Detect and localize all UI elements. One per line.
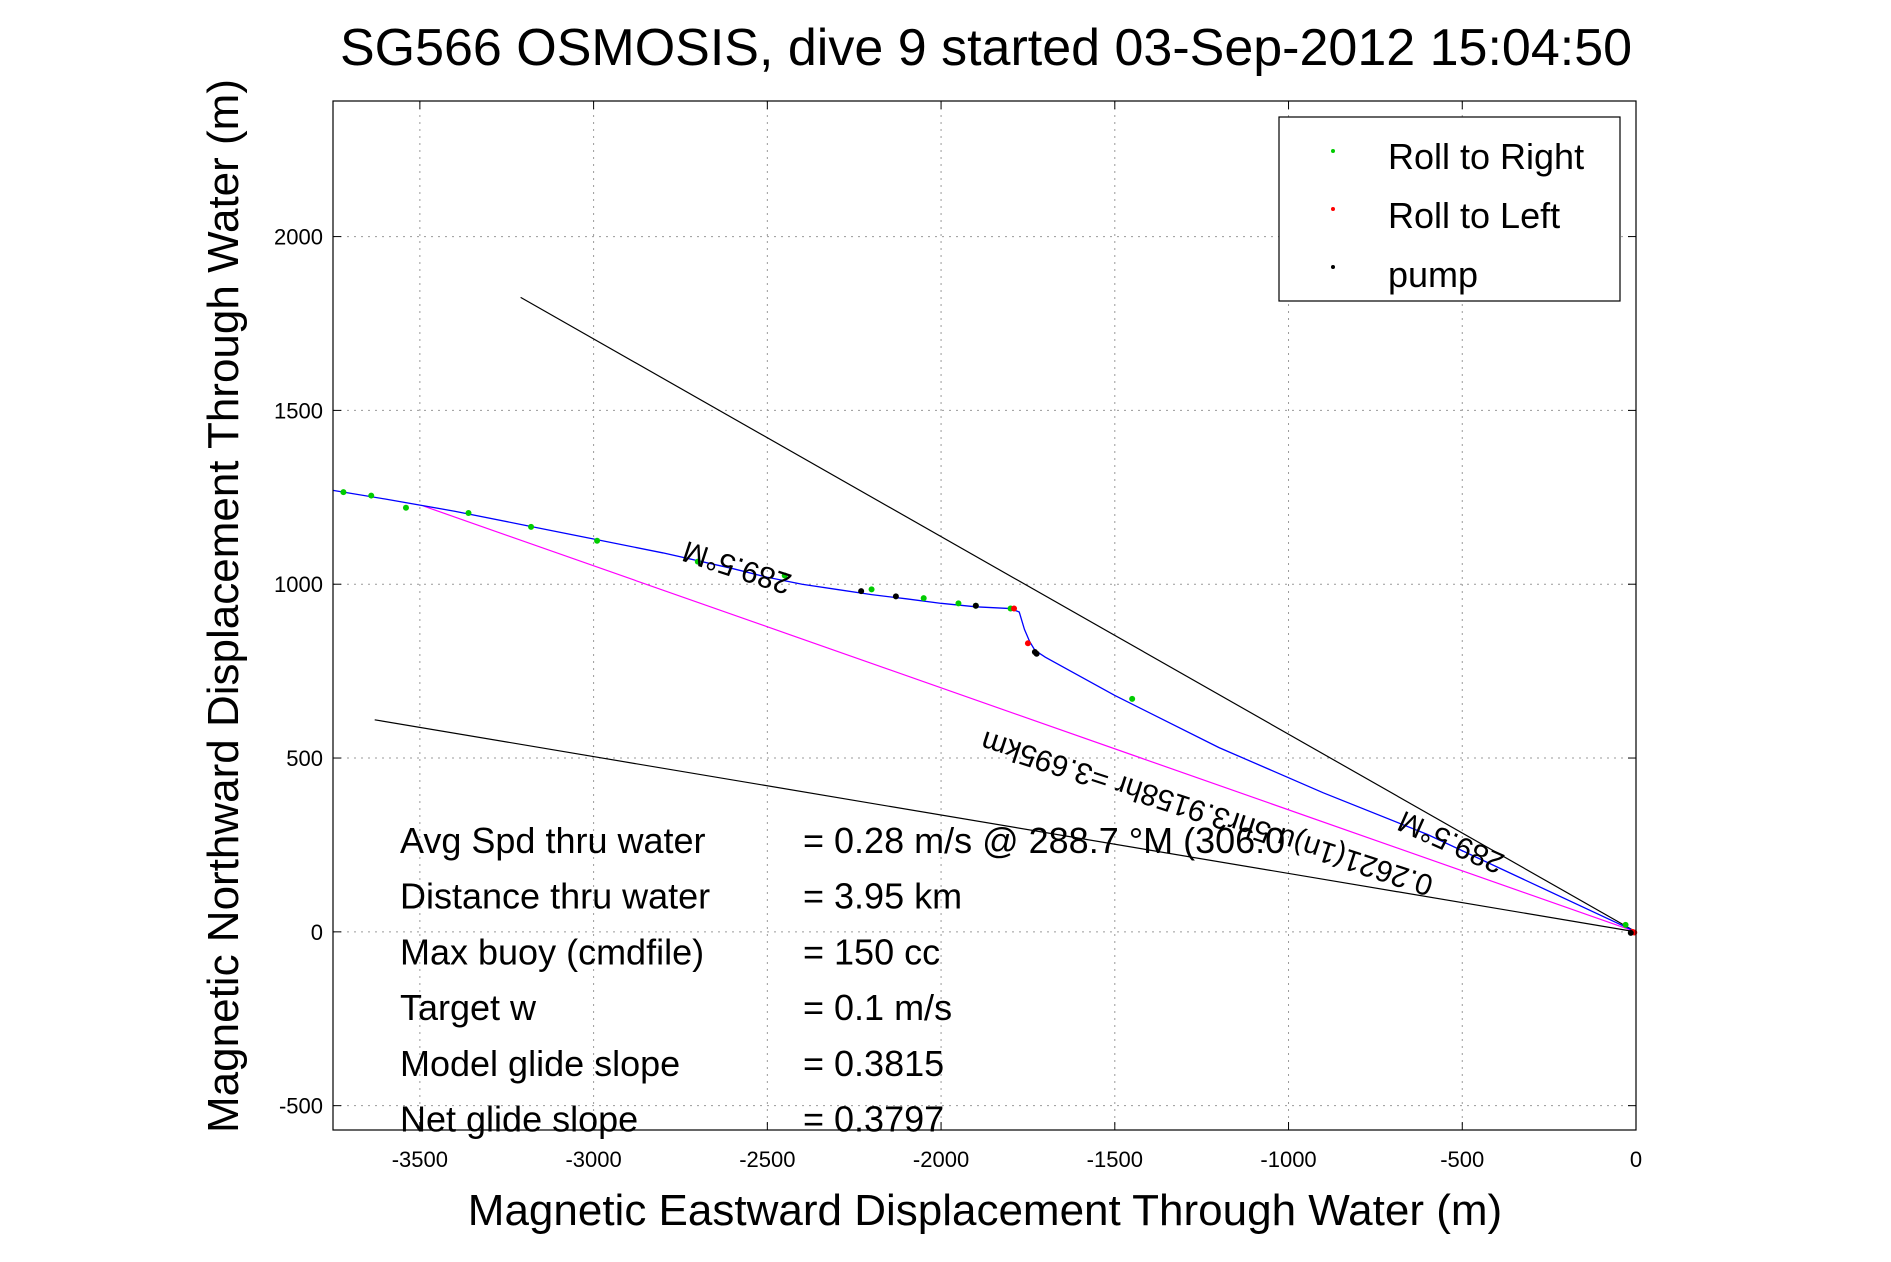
roll-right-marker	[368, 492, 375, 499]
dive-statistics: Avg Spd thru water = 0.28 m/s @ 288.7 °M …	[400, 820, 1285, 1140]
x-tick-label: -1500	[1087, 1147, 1143, 1172]
stat-value: = 0.1 m/s	[803, 987, 952, 1028]
roll-right-marker	[955, 600, 962, 607]
x-tick-label: -2000	[913, 1147, 969, 1172]
legend-label-pump: pump	[1388, 254, 1478, 295]
stat-value: = 3.95 km	[803, 876, 962, 917]
roll-right-marker	[1129, 695, 1136, 702]
y-tick-label: 0	[311, 920, 323, 945]
pump-marker	[1627, 929, 1634, 936]
roll-right-marker	[694, 558, 701, 565]
stat-value: = 0.3815	[803, 1043, 944, 1084]
pump-marker	[1033, 650, 1040, 657]
stat-label: Target w	[400, 987, 537, 1028]
roll-right-marker	[465, 509, 472, 516]
x-tick-label: -500	[1440, 1147, 1484, 1172]
y-tick-label: -500	[279, 1094, 323, 1119]
x-axis-label: Magnetic Eastward Displacement Through W…	[468, 1186, 1502, 1235]
roll-right-marker	[781, 572, 788, 579]
stat-label: Avg Spd thru water	[400, 820, 706, 861]
legend-marker-roll-right	[1331, 149, 1335, 153]
model-course-line	[423, 505, 1637, 933]
y-tick-label: 2000	[274, 225, 323, 250]
pump-marker	[892, 593, 899, 600]
roll-right-marker	[594, 537, 601, 544]
legend-label-roll-right: Roll to Right	[1388, 136, 1584, 177]
x-tick-label: 0	[1630, 1147, 1642, 1172]
stat-label: Net glide slope	[400, 1099, 638, 1140]
x-tick-label: -2500	[739, 1147, 795, 1172]
x-tick-labels: -3500 -3000 -2500 -2000 -1500 -1000 -500 0	[392, 1147, 1642, 1172]
y-axis-label: Magnetic Northward Displacement Through …	[199, 79, 248, 1133]
bounding-line-1	[520, 296, 1637, 933]
roll-right-marker	[920, 595, 927, 602]
roll-left-marker	[1011, 605, 1018, 612]
legend-marker-roll-left	[1331, 207, 1335, 211]
chart-title: SG566 OSMOSIS, dive 9 started 03-Sep-201…	[340, 19, 1632, 77]
stat-value: = 0.28 m/s @ 288.7 °M (306.0	[803, 820, 1285, 861]
roll-right-marker	[340, 489, 347, 496]
y-tick-label: 1000	[274, 572, 323, 597]
pump-marker	[858, 588, 865, 595]
roll-right-marker	[402, 504, 409, 511]
stat-value: = 0.3797	[803, 1099, 944, 1140]
legend: Roll to Right Roll to Left pump	[1278, 116, 1621, 302]
x-tick-label: -3500	[392, 1147, 448, 1172]
x-tick-label: -1000	[1260, 1147, 1316, 1172]
roll-right-marker	[528, 523, 535, 530]
y-tick-label: 500	[286, 746, 323, 771]
legend-label-roll-left: Roll to Left	[1388, 195, 1560, 236]
track-markers	[340, 489, 1638, 936]
y-tick-label: 1500	[274, 398, 323, 423]
reference-lines	[374, 296, 1637, 933]
legend-box	[1278, 116, 1621, 302]
bounding-line-2	[374, 719, 1637, 933]
roll-left-marker	[1024, 640, 1031, 647]
legend-marker-pump	[1331, 265, 1335, 269]
stat-value: = 150 cc	[803, 931, 940, 972]
x-tick-label: -3000	[565, 1147, 621, 1172]
roll-right-marker	[1622, 921, 1629, 928]
y-tick-labels: -500 0 500 1000 1500 2000	[274, 225, 323, 1119]
roll-right-marker	[868, 586, 875, 593]
plot-frame	[332, 100, 1637, 1131]
stat-label: Distance thru water	[400, 876, 710, 917]
stat-label: Max buoy (cmdfile)	[400, 931, 704, 972]
stat-label: Model glide slope	[400, 1043, 680, 1084]
pump-marker	[972, 602, 979, 609]
